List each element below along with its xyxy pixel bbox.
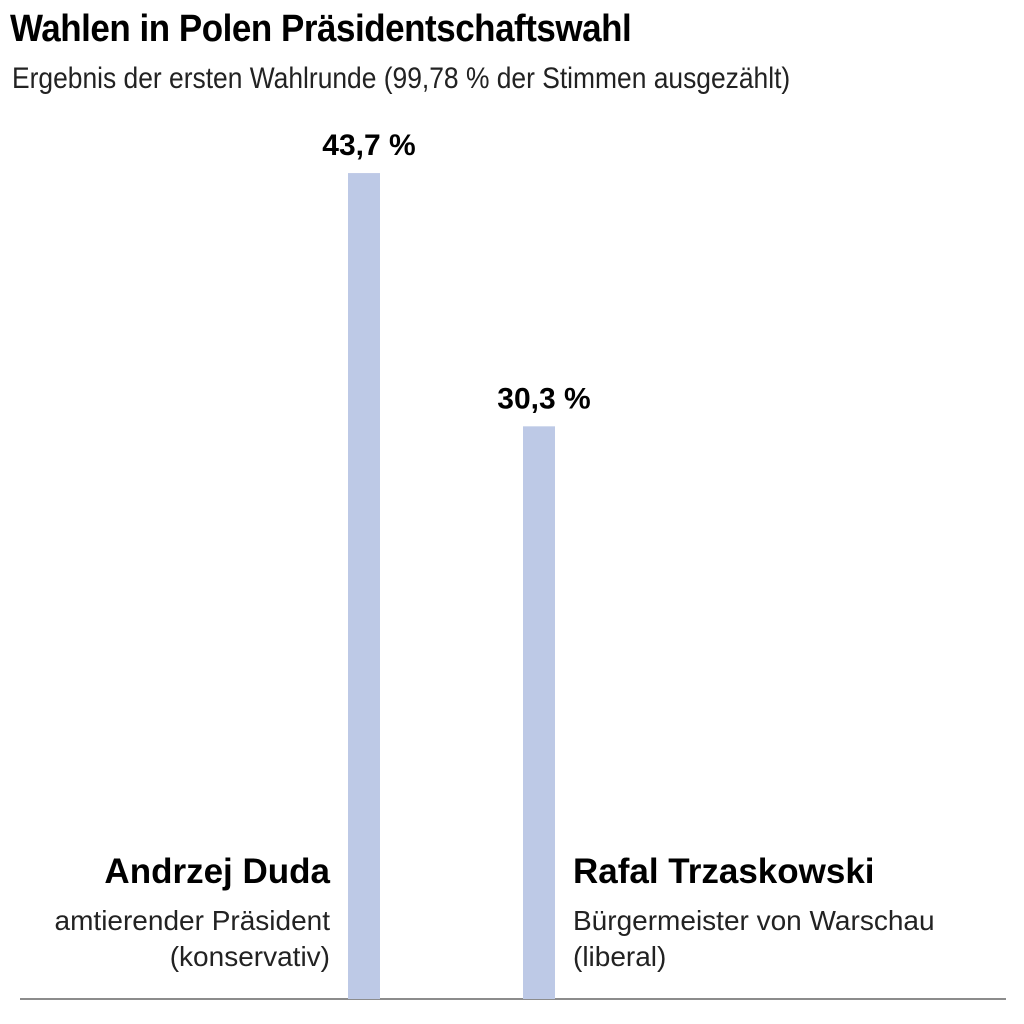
description-trzaskowski-line2: (liberal) (573, 941, 667, 972)
category-label-duda: Andrzej Duda (104, 852, 330, 891)
description-duda-line2: (konservativ) (169, 941, 330, 972)
chart-title: Wahlen in Polen Präsidentschaftswahl (10, 8, 632, 50)
description-trzaskowski-line1: Bürgermeister von Warschau (573, 905, 935, 936)
chart-subtitle: Ergebnis der ersten Wahlrunde (99,78 % d… (12, 62, 791, 95)
bar-1 (523, 426, 555, 1000)
value-label-1: 30,3 % (497, 382, 590, 415)
description-duda-line1: amtierender Präsident (54, 905, 330, 936)
category-label-trzaskowski: Rafal Trzaskowski (573, 852, 875, 891)
bar-0 (348, 173, 380, 999)
value-label-0: 43,7 % (322, 129, 415, 162)
